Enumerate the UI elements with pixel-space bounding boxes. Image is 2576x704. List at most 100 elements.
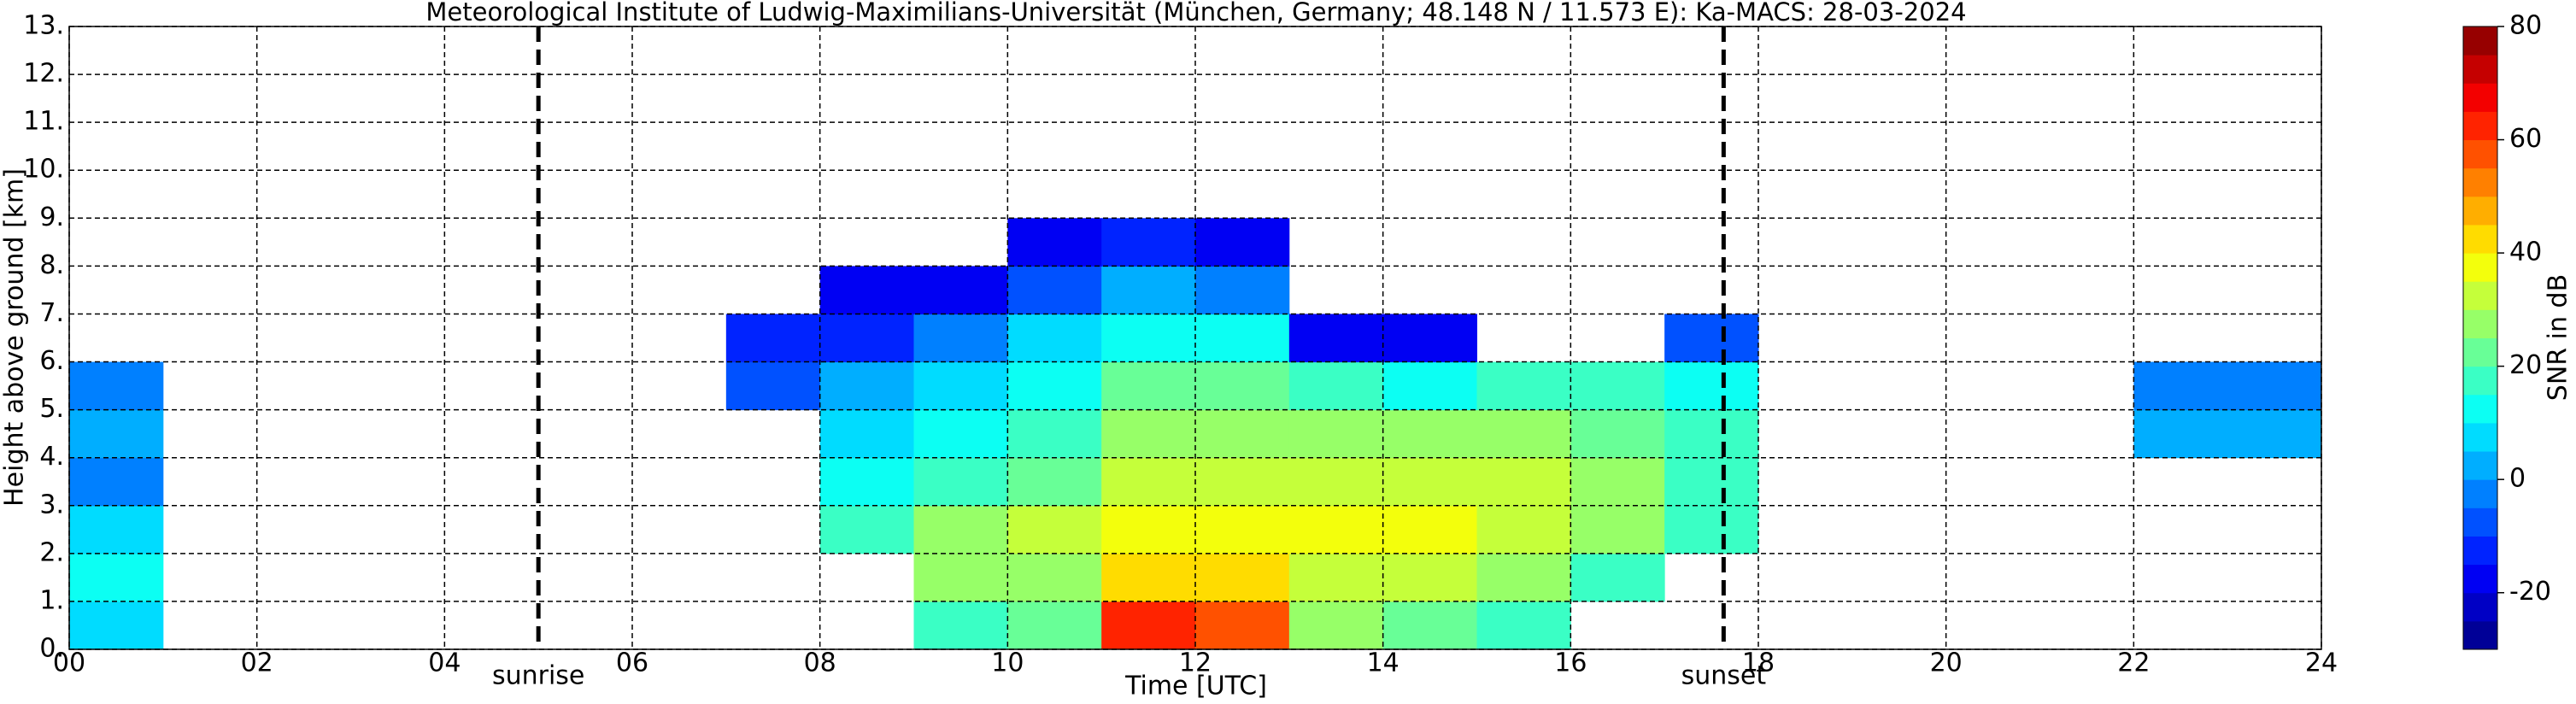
heatmap-cell (1007, 505, 1102, 554)
heatmap-cell (1101, 553, 1196, 602)
heatmap-cell (1101, 266, 1196, 314)
x-axis-label: Time [UTC] (1124, 672, 1267, 701)
heatmap-cell (1664, 409, 1759, 459)
colorbar-segment (2463, 55, 2497, 84)
heatmap-cell (1664, 314, 1759, 363)
heatmap-cell (1476, 457, 1571, 507)
colorbar-label: SNR in dB (2544, 274, 2573, 401)
heatmap-cell (1007, 457, 1102, 507)
heatmap-cell (1570, 553, 1665, 602)
heatmap-cell (1382, 601, 1477, 650)
y-tick-label: 11. (23, 107, 64, 137)
heatmap-cell (1007, 314, 1102, 363)
heatmap-cell (1195, 409, 1290, 459)
colorbar-segment (2463, 111, 2497, 141)
colorbar-segment (2463, 309, 2497, 338)
heatmap-cell (1007, 601, 1102, 650)
heatmap-cell (1007, 266, 1102, 314)
heatmap-cell (819, 314, 914, 363)
colorbar-tick-label: 0 (2509, 464, 2526, 494)
annotation-label: sunset (1681, 661, 1767, 691)
x-tick-label: 14 (1367, 648, 1399, 678)
heatmap-cell (1195, 601, 1290, 650)
heatmap-cell (1664, 361, 1759, 411)
colorbar-segment (2463, 507, 2497, 537)
colorbar-segment (2463, 139, 2497, 169)
heatmap-cell (1476, 361, 1571, 411)
x-tick-label: 02 (241, 648, 273, 678)
x-tick-label: 16 (1554, 648, 1587, 678)
heatmap-cell (913, 266, 1008, 314)
y-tick-label: 13. (23, 11, 64, 41)
heatmap-cell (913, 505, 1008, 554)
heatmap-cell (1288, 314, 1384, 363)
x-tick-label: 20 (1930, 648, 1963, 678)
heatmap-cell (1101, 601, 1196, 650)
y-tick-label: 12. (23, 59, 64, 89)
y-tick-label: 7. (39, 298, 64, 328)
y-tick-label: 4. (39, 442, 64, 472)
y-tick-label: 6. (39, 346, 64, 376)
colorbar-frame (2462, 26, 2498, 650)
heatmap-cell (1382, 505, 1477, 554)
heatmap-cell (1195, 314, 1290, 363)
colorbar-segment (2463, 253, 2497, 282)
heatmap-cell (1195, 457, 1290, 507)
heatmap-cell (1476, 409, 1571, 459)
heatmap-cell (913, 314, 1008, 363)
heatmap-cell (1007, 361, 1102, 411)
heatmap-cell (69, 409, 164, 459)
colorbar-segment (2463, 536, 2497, 566)
heatmap-cell (819, 361, 914, 411)
heatmap-cell (1195, 361, 1290, 411)
colorbar-segment (2463, 281, 2497, 310)
x-tick-label: 00 (53, 648, 85, 678)
colorbar-segment (2463, 196, 2497, 226)
heatmap-cell (725, 314, 821, 363)
heatmap-cell (1476, 505, 1571, 554)
colorbar-segment (2463, 620, 2497, 650)
heatmap-cell (819, 266, 914, 314)
heatmap-cell (1382, 314, 1477, 363)
heatmap-cell (725, 361, 821, 411)
heatmap-cell (1101, 218, 1196, 267)
colorbar-segment (2463, 83, 2497, 112)
heatmap-cell (913, 409, 1008, 459)
heatmap-cell (913, 601, 1008, 650)
heatmap-cell (1101, 409, 1196, 459)
colorbar-segment (2463, 479, 2497, 508)
annotation-label: sunrise (492, 661, 584, 691)
heatmap-cell (1195, 218, 1290, 267)
colorbar-segment (2463, 394, 2497, 424)
heatmap-cell (1570, 457, 1665, 507)
chart-title: Meteorological Institute of Ludwig-Maxim… (425, 0, 1966, 26)
colorbar-segment (2463, 451, 2497, 480)
y-tick-label: 10. (23, 155, 64, 185)
heatmap-cell (1101, 361, 1196, 411)
x-tick-label: 22 (2117, 648, 2150, 678)
colorbar-segment (2463, 564, 2497, 594)
heatmap-cell (1007, 218, 1102, 267)
heatmap-cell (1664, 505, 1759, 554)
heatmap-cell (2227, 361, 2322, 411)
heatmap-cell (1288, 457, 1384, 507)
heatmap-cell (913, 457, 1008, 507)
heatmap-cell (1007, 409, 1102, 459)
heatmap-cell (1195, 266, 1290, 314)
colorbar-tick-label: 40 (2509, 238, 2542, 267)
heatmap-cell (69, 601, 164, 650)
y-tick-label: 0. (39, 634, 64, 664)
heatmap-cell (2227, 409, 2322, 459)
heatmap-cell (1664, 457, 1759, 507)
colorbar-segment (2463, 167, 2497, 197)
heatmap-cell (1382, 361, 1477, 411)
x-tick-label: 06 (616, 648, 648, 678)
heatmap-cell (1570, 505, 1665, 554)
heatmap-cell (69, 457, 164, 507)
y-axis-label: Height above ground [km] (0, 168, 30, 507)
heatmap-cell (2133, 361, 2228, 411)
heatmap-cell (819, 505, 914, 554)
colorbar-segment (2463, 26, 2497, 56)
heatmap-cell (819, 409, 914, 459)
